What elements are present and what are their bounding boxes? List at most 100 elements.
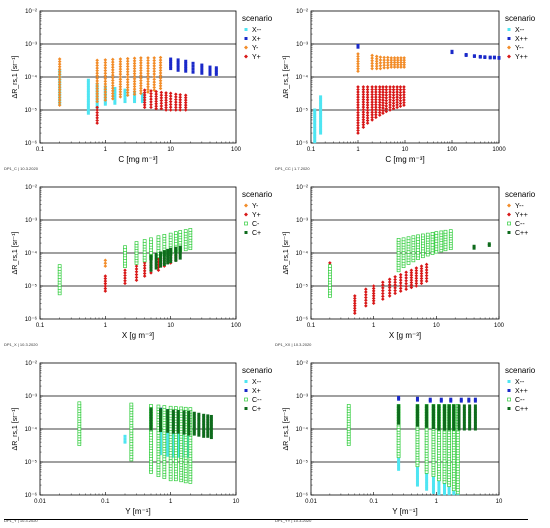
- marker: [443, 484, 447, 488]
- marker: [374, 54, 379, 59]
- marker: [110, 86, 115, 91]
- data-point: [162, 405, 167, 479]
- marker: [391, 87, 396, 92]
- marker: [118, 79, 123, 84]
- marker: [110, 89, 115, 93]
- marker: [176, 422, 180, 426]
- data-point: [374, 85, 378, 120]
- marker: [192, 422, 196, 426]
- marker: [166, 429, 170, 433]
- marker: [139, 61, 143, 65]
- marker: [187, 413, 191, 417]
- marker: [171, 441, 175, 445]
- data-point: [428, 397, 432, 403]
- data-point: [467, 397, 471, 403]
- data-point: [425, 232, 430, 257]
- y-tick-label: 10⁻²: [296, 185, 308, 191]
- data-point: [149, 407, 153, 431]
- marker: [370, 61, 374, 66]
- data-point: [381, 85, 385, 115]
- marker: [449, 397, 453, 401]
- marker: [406, 236, 411, 241]
- marker: [443, 412, 447, 416]
- marker: [125, 90, 130, 95]
- marker: [443, 489, 447, 493]
- marker: [365, 113, 370, 118]
- marker: [391, 101, 396, 106]
- marker: [182, 426, 186, 430]
- marker: [142, 263, 147, 268]
- marker: [209, 436, 213, 440]
- marker: [415, 418, 419, 422]
- data-point: [356, 85, 360, 135]
- marker: [388, 95, 392, 99]
- marker: [123, 97, 127, 101]
- marker: [402, 60, 406, 65]
- marker: [118, 64, 123, 69]
- marker: [425, 477, 429, 481]
- marker: [381, 297, 385, 301]
- legend-swatch: [507, 389, 511, 392]
- marker: [183, 103, 188, 107]
- marker: [187, 424, 191, 428]
- marker: [142, 103, 147, 107]
- marker: [95, 116, 99, 120]
- marker: [356, 115, 360, 120]
- marker: [361, 125, 366, 130]
- legend-label: X+: [252, 36, 261, 43]
- marker: [387, 277, 392, 282]
- data-point: [159, 90, 164, 111]
- data-point: [183, 229, 188, 252]
- data-point: [472, 54, 476, 58]
- marker: [402, 87, 406, 92]
- marker: [57, 88, 62, 92]
- marker: [146, 82, 150, 86]
- legend-entry: C--: [507, 221, 525, 228]
- marker: [381, 291, 385, 296]
- marker: [468, 417, 472, 421]
- marker: [159, 106, 164, 111]
- data-point: [174, 246, 178, 262]
- marker: [123, 440, 127, 444]
- marker: [158, 81, 163, 86]
- marker: [95, 71, 99, 76]
- marker: [487, 243, 491, 247]
- marker: [398, 281, 403, 285]
- marker: [425, 404, 429, 408]
- marker: [452, 414, 456, 418]
- data-point: [415, 404, 419, 427]
- marker: [374, 115, 378, 120]
- marker: [395, 95, 399, 99]
- y-axis-label: ΔR_rs,1 [sr⁻¹]: [283, 407, 290, 450]
- marker: [154, 258, 158, 262]
- marker: [313, 137, 317, 141]
- marker: [202, 419, 206, 423]
- marker: [95, 68, 99, 73]
- marker: [385, 55, 390, 60]
- marker: [431, 417, 435, 421]
- marker: [437, 409, 441, 413]
- data-point: [159, 408, 163, 433]
- series-Y++: [356, 85, 406, 135]
- marker: [404, 270, 408, 275]
- marker: [146, 77, 150, 81]
- marker: [425, 422, 429, 426]
- marker: [313, 111, 317, 115]
- marker: [103, 60, 108, 65]
- marker: [361, 107, 366, 112]
- marker: [176, 409, 180, 413]
- marker: [313, 119, 317, 123]
- marker: [443, 417, 447, 421]
- marker: [365, 108, 370, 113]
- marker: [146, 63, 150, 68]
- data-point: [166, 248, 170, 265]
- series-Y++: [328, 261, 429, 315]
- marker: [447, 424, 451, 428]
- data-point: [421, 233, 425, 259]
- marker: [86, 111, 90, 115]
- marker: [319, 110, 323, 114]
- x-tick-label: 1000: [492, 147, 506, 153]
- marker: [206, 422, 210, 426]
- y-tick-label: 10⁻²: [296, 9, 308, 15]
- marker: [176, 425, 180, 429]
